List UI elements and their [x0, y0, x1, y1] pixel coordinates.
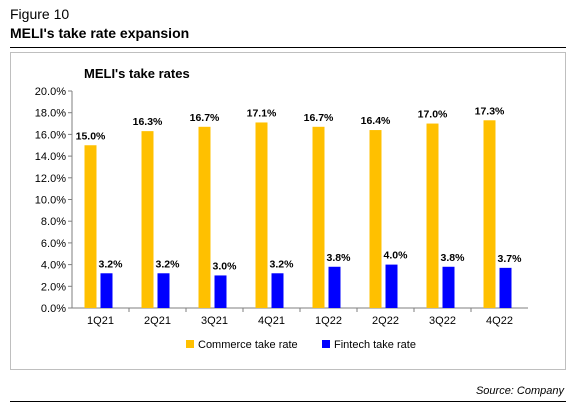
legend-swatch-commerce [186, 340, 194, 348]
data-label-fintech: 4.0% [384, 250, 409, 262]
legend-swatch-fintech [322, 340, 330, 348]
x-tick-label: 2Q22 [372, 315, 399, 327]
bar-fintech [385, 264, 398, 308]
bar-commerce [84, 145, 97, 308]
legend-label-commerce: Commerce take rate [198, 339, 298, 351]
data-label-fintech: 3.0% [213, 260, 238, 272]
bar-commerce [141, 131, 154, 308]
y-tick-label: 12.0% [35, 173, 66, 185]
x-tick-label: 1Q22 [315, 315, 342, 327]
x-tick-label: 3Q21 [201, 315, 228, 327]
data-label-commerce: 16.3% [133, 116, 163, 128]
y-tick-label: 10.0% [35, 195, 66, 207]
y-tick-label: 6.0% [41, 238, 66, 250]
chart-frame [10, 52, 566, 370]
data-label-fintech: 3.2% [99, 258, 124, 270]
bar-fintech [100, 273, 113, 308]
data-label-fintech: 3.2% [156, 258, 181, 270]
data-label-commerce: 17.1% [247, 107, 277, 119]
bar-fintech [328, 266, 341, 308]
y-tick-label: 20.0% [35, 86, 66, 98]
data-label-commerce: 16.4% [361, 115, 391, 127]
data-label-fintech: 3.7% [498, 253, 523, 265]
source-note: Source: Company [475, 385, 564, 397]
y-tick-label: 18.0% [35, 108, 66, 120]
bar-commerce [426, 123, 439, 308]
data-label-commerce: 17.3% [475, 105, 505, 117]
x-tick-label: 1Q21 [87, 315, 114, 327]
y-tick-label: 8.0% [41, 216, 66, 228]
bar-fintech [499, 267, 512, 308]
x-tick-label: 3Q22 [429, 315, 456, 327]
y-tick-label: 16.0% [35, 129, 66, 141]
bar-commerce [198, 126, 211, 309]
bar-commerce [312, 126, 325, 309]
data-label-fintech: 3.8% [441, 252, 466, 264]
bar-fintech [157, 273, 170, 308]
y-tick-label: 14.0% [35, 151, 66, 163]
bar-commerce [483, 120, 496, 308]
y-tick-label: 2.0% [41, 281, 66, 293]
top-divider [10, 47, 566, 48]
x-tick-label: 2Q21 [144, 315, 171, 327]
x-tick-label: 4Q21 [258, 315, 285, 327]
y-tick-label: 0.0% [41, 303, 66, 315]
chart-title: MELI's take rates [84, 66, 190, 81]
legend-label-fintech: Fintech take rate [334, 339, 416, 351]
data-label-commerce: 17.0% [418, 109, 448, 121]
bar-fintech [214, 275, 227, 308]
bar-fintech [442, 266, 455, 308]
data-label-fintech: 3.2% [270, 258, 295, 270]
y-tick-label: 4.0% [41, 260, 66, 272]
x-tick-label: 4Q22 [486, 315, 513, 327]
data-label-commerce: 15.0% [76, 130, 106, 142]
data-label-fintech: 3.8% [327, 252, 352, 264]
figure-label: Figure 10 [10, 6, 70, 22]
bar-commerce [255, 122, 268, 308]
data-label-commerce: 16.7% [190, 112, 220, 124]
bar-fintech [271, 273, 284, 308]
bar-commerce [369, 130, 382, 308]
data-label-commerce: 16.7% [304, 112, 334, 124]
figure-title: MELI's take rate expansion [10, 25, 190, 41]
bottom-divider [10, 401, 566, 402]
